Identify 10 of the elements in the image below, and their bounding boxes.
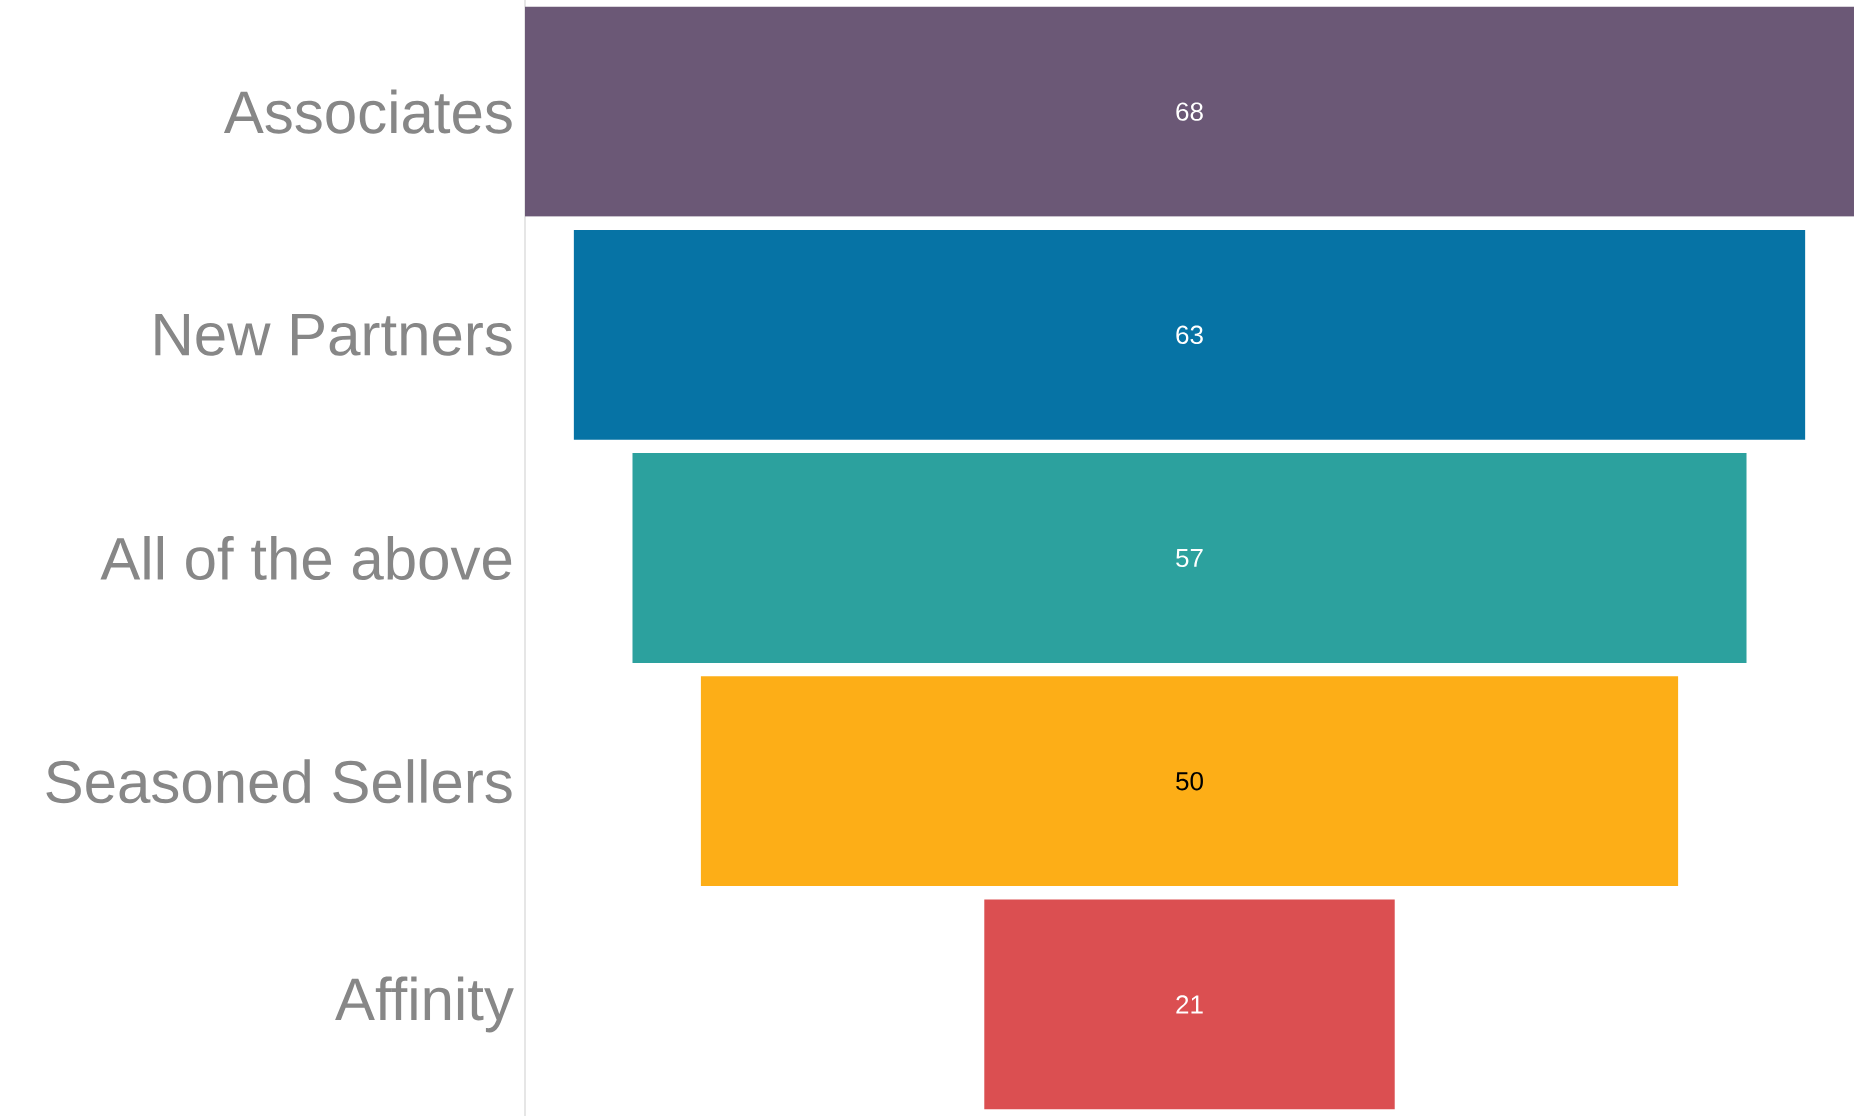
data-label: 50: [1176, 772, 1203, 791]
category-label: New Partners: [155, 313, 512, 356]
category-label: Seasoned Sellers: [46, 759, 512, 804]
category-label: Affinity: [335, 976, 514, 1033]
data-label: 68: [1176, 102, 1203, 121]
data-label: 63: [1176, 325, 1203, 345]
data-label: 57: [1176, 548, 1203, 568]
category-label: Associates: [223, 89, 512, 134]
category-label: All of the above: [100, 535, 512, 581]
data-label: 21: [1176, 995, 1203, 1014]
